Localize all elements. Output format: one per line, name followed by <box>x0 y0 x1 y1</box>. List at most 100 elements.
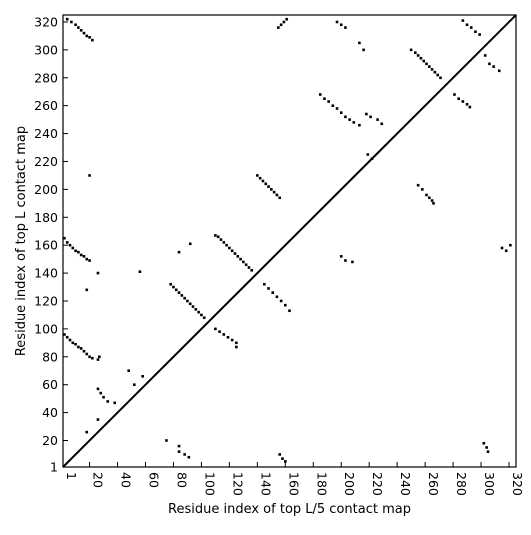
upper-contact-point-17 <box>362 48 365 52</box>
lower-contact-point-64 <box>258 176 262 180</box>
lower-contact-point-15 <box>71 341 75 345</box>
lower-contact-point-54 <box>177 250 181 254</box>
lower-contact-point-75 <box>275 295 279 299</box>
upper-contact-point-2 <box>74 23 77 27</box>
upper-contact-point-24 <box>428 65 431 68</box>
x-tick-label-8: 160 <box>286 472 301 496</box>
y-tick-label-3: 60 <box>42 377 58 392</box>
y-tick-label-14: 280 <box>34 70 58 85</box>
lower-contact-point-60 <box>230 338 234 342</box>
lower-contact-point-0 <box>63 236 66 240</box>
upper-contact-point-7 <box>88 36 91 39</box>
x-axis-label: Residue index of top L/5 contact map <box>168 502 411 517</box>
plot-frame <box>62 14 517 468</box>
upper-contact-point-30 <box>465 23 469 27</box>
x-tick-label-0: 1 <box>64 472 79 480</box>
upper-contact-point-34 <box>483 54 487 57</box>
y-tick-label-2: 40 <box>42 405 58 420</box>
y-tick-label-5: 100 <box>34 321 58 336</box>
x-tick-label-13: 260 <box>426 472 441 496</box>
upper-contact-point-11 <box>282 20 286 24</box>
upper-triangle-contacts <box>65 17 501 205</box>
upper-contact-point-49 <box>369 115 372 119</box>
upper-contact-point-39 <box>323 97 326 101</box>
x-tick-label-15: 300 <box>482 472 497 496</box>
lower-contact-point-23 <box>96 358 100 361</box>
lower-contact-point-36 <box>239 257 242 261</box>
upper-contact-point-22 <box>422 59 426 63</box>
upper-contact-point-46 <box>352 121 356 124</box>
lower-contact-point-52 <box>200 313 203 317</box>
upper-contact-point-51 <box>380 122 384 126</box>
upper-contact-point-59 <box>425 193 428 197</box>
lower-triangle-contacts <box>63 153 512 463</box>
lower-contact-point-40 <box>250 268 254 272</box>
upper-contact-point-21 <box>419 56 423 60</box>
upper-contact-point-52 <box>453 93 456 96</box>
upper-contact-point-62 <box>432 202 435 205</box>
lower-contact-point-30 <box>222 241 226 244</box>
upper-contact-point-35 <box>488 62 491 66</box>
upper-contact-point-16 <box>358 41 361 45</box>
lower-contact-point-83 <box>99 391 103 395</box>
x-tick-label-1: 20 <box>91 472 106 488</box>
lower-contact-point-84 <box>102 395 105 399</box>
lower-contact-point-18 <box>79 347 83 350</box>
x-tick-label-5: 100 <box>202 472 217 496</box>
lower-contact-point-22 <box>91 356 94 360</box>
y-tick-label-8: 160 <box>34 238 58 253</box>
lower-contact-point-92 <box>165 439 168 442</box>
lower-contact-point-105 <box>500 246 504 250</box>
upper-contact-point-44 <box>344 115 347 119</box>
lower-contact-point-63 <box>256 174 259 177</box>
lower-contact-point-90 <box>133 383 136 386</box>
lower-contact-point-44 <box>177 291 181 294</box>
lower-contact-point-76 <box>279 299 283 303</box>
lower-contact-point-55 <box>188 242 192 246</box>
lower-contact-point-51 <box>197 310 200 314</box>
lower-contact-point-74 <box>271 291 275 294</box>
lower-contact-point-28 <box>216 235 220 239</box>
upper-contact-point-28 <box>439 76 442 80</box>
y-tick-label-11: 220 <box>34 154 58 169</box>
lower-contact-point-48 <box>188 302 192 306</box>
lower-contact-point-85 <box>106 400 110 403</box>
lower-contact-point-79 <box>339 255 343 258</box>
lower-contact-point-87 <box>96 418 100 421</box>
upper-contact-point-19 <box>414 51 417 54</box>
upper-contact-point-29 <box>461 19 465 22</box>
lower-contact-point-20 <box>85 352 89 356</box>
upper-contact-point-41 <box>331 104 335 107</box>
upper-contact-point-40 <box>327 100 330 103</box>
upper-contact-point-31 <box>469 26 473 29</box>
upper-contact-point-0 <box>65 17 69 21</box>
upper-contact-point-47 <box>358 123 361 127</box>
lower-contact-point-86 <box>113 401 117 405</box>
x-tick-label-3: 60 <box>146 472 161 488</box>
lower-contact-point-82 <box>96 387 100 391</box>
x-tick-label-11: 220 <box>370 472 385 496</box>
upper-contact-point-37 <box>497 69 501 73</box>
upper-contact-point-43 <box>339 111 343 114</box>
lower-contact-point-98 <box>281 457 284 460</box>
y-tick-label-0: 1 <box>50 460 58 475</box>
lower-contact-point-21 <box>88 355 91 359</box>
lower-contact-point-104 <box>486 450 490 453</box>
lower-contact-point-1 <box>65 241 69 244</box>
upper-contact-point-23 <box>425 62 428 66</box>
diagonal-line <box>62 14 517 468</box>
lower-contact-point-24 <box>98 355 101 359</box>
upper-contact-point-27 <box>436 73 440 77</box>
lower-contact-point-78 <box>288 309 291 313</box>
x-tick-label-2: 40 <box>119 472 134 488</box>
upper-contact-point-1 <box>70 20 73 24</box>
x-tick-label-7: 140 <box>258 472 273 496</box>
lower-contact-point-10 <box>96 271 100 275</box>
upper-contact-point-56 <box>468 105 472 109</box>
lower-contact-point-46 <box>183 296 186 300</box>
lower-contact-point-56 <box>214 327 217 331</box>
y-tick-label-7: 140 <box>34 266 58 281</box>
lower-contact-point-89 <box>127 369 131 373</box>
upper-contact-point-25 <box>430 68 434 71</box>
